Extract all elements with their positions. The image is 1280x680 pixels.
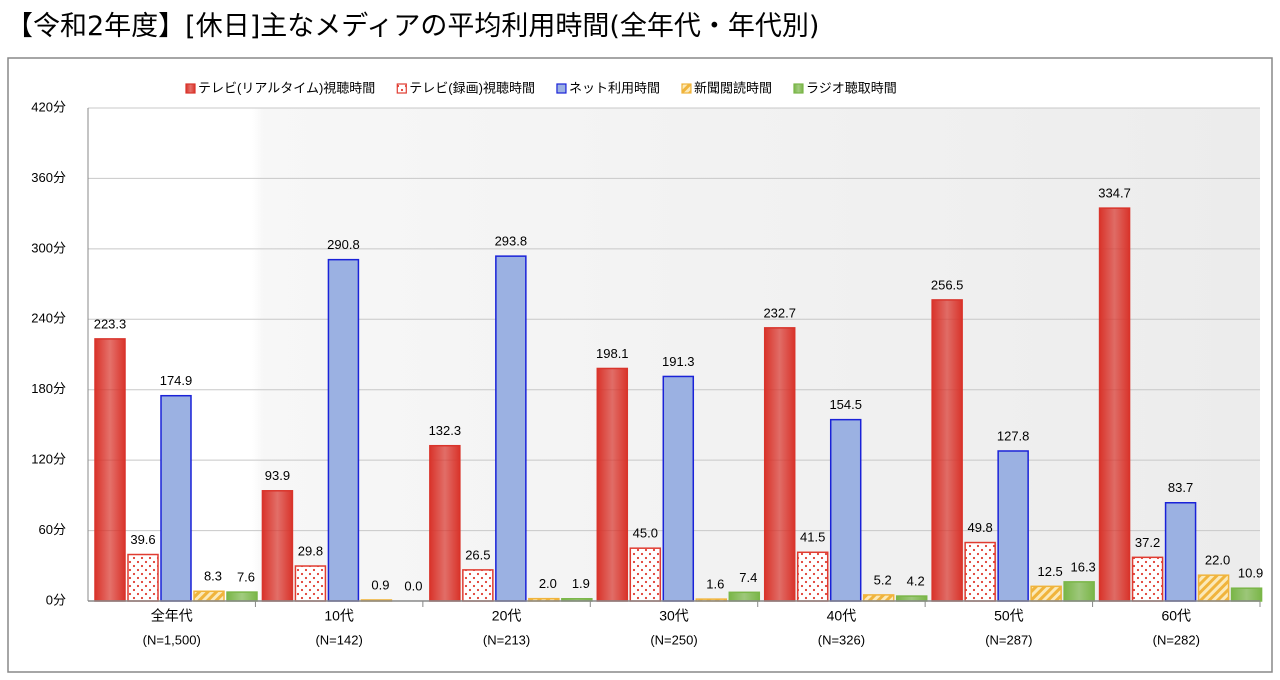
value-label: 93.9 (265, 468, 290, 483)
legend-swatch (556, 83, 567, 94)
value-label: 334.7 (1098, 186, 1131, 201)
y-tick-label: 180分 (31, 381, 66, 396)
value-label: 7.4 (739, 570, 757, 585)
bar (1230, 587, 1263, 602)
bar (728, 591, 761, 602)
bar (1030, 585, 1062, 602)
value-label: 37.2 (1135, 535, 1160, 550)
bar (226, 591, 258, 602)
value-label: 16.3 (1070, 559, 1095, 574)
value-label: 154.5 (829, 397, 862, 412)
value-label: 10.9 (1238, 566, 1263, 581)
x-tick-label: 10代 (324, 608, 354, 624)
value-label: 132.3 (429, 423, 462, 438)
bar (261, 490, 294, 602)
legend-label: テレビ(録画)視聴時間 (409, 80, 535, 95)
legend-swatch (793, 83, 804, 94)
bar (160, 394, 192, 602)
value-label: 83.7 (1168, 480, 1193, 495)
y-tick-label: 60分 (39, 522, 66, 537)
x-tick-label: 20代 (492, 608, 522, 624)
value-label: 7.6 (237, 570, 255, 585)
value-label: 12.5 (1037, 564, 1062, 579)
legend-label: 新聞閲読時間 (694, 80, 772, 95)
bar (1164, 502, 1197, 602)
y-tick-label: 420分 (31, 99, 66, 114)
value-label: 1.6 (706, 577, 724, 592)
bar (964, 541, 996, 602)
value-label: 29.8 (298, 543, 323, 558)
chart-title: 【令和2年度】[休日]主なメディアの平均利用時間(全年代・年代別) (6, 11, 820, 42)
legend-swatch (185, 83, 196, 94)
value-label: 2.0 (539, 576, 557, 591)
value-label: 174.9 (160, 373, 193, 388)
value-label: 5.2 (874, 572, 892, 587)
bar (763, 327, 796, 602)
bar (997, 450, 1029, 602)
value-label: 8.3 (204, 569, 222, 584)
legend-label: ネット利用時間 (569, 80, 660, 95)
x-tick-label: 全年代 (151, 608, 193, 624)
bar (662, 375, 695, 602)
y-tick-label: 360分 (31, 170, 66, 185)
x-tick-note: (N=326) (818, 632, 865, 647)
legend-swatch (396, 83, 407, 94)
value-label: 49.8 (967, 520, 992, 535)
bar (796, 551, 829, 602)
y-tick-label: 0分 (46, 592, 66, 607)
bar (596, 367, 629, 602)
value-label: 232.7 (763, 305, 796, 320)
x-tick-note: (N=142) (315, 632, 362, 647)
value-label: 39.6 (130, 532, 155, 547)
value-label: 223.3 (94, 316, 127, 331)
bar (931, 299, 963, 602)
bar (629, 547, 662, 602)
value-label: 198.1 (596, 346, 629, 361)
x-tick-label: 50代 (994, 608, 1024, 624)
value-label: 1.9 (572, 576, 590, 591)
value-label: 41.5 (800, 530, 825, 545)
value-label: 45.0 (633, 526, 658, 541)
y-tick-label: 240分 (31, 311, 66, 326)
bar (1131, 556, 1164, 602)
bar (1098, 207, 1131, 602)
value-label: 22.0 (1205, 553, 1230, 568)
bar (462, 569, 494, 602)
legend-label: ラジオ聴取時間 (806, 80, 897, 95)
bar (495, 255, 527, 602)
bar (1063, 581, 1095, 602)
bar (829, 418, 862, 602)
value-label: 256.5 (931, 277, 964, 292)
value-label: 127.8 (997, 428, 1030, 443)
value-label: 290.8 (327, 237, 360, 252)
value-label: 0.0 (404, 578, 422, 593)
bar (193, 590, 225, 602)
x-tick-label: 30代 (659, 608, 689, 624)
x-tick-label: 60代 (1161, 608, 1191, 624)
legend-swatch (681, 83, 692, 94)
value-label: 293.8 (495, 234, 528, 249)
x-tick-note: (N=1,500) (143, 632, 201, 647)
bar (862, 594, 895, 602)
bar (429, 444, 461, 602)
value-label: 4.2 (907, 574, 925, 589)
value-label: 191.3 (662, 354, 695, 369)
bar (94, 338, 126, 602)
y-tick-label: 120分 (31, 452, 66, 467)
bar (327, 258, 360, 602)
x-tick-note: (N=287) (985, 632, 1032, 647)
legend-label: テレビ(リアルタイム)視聴時間 (198, 80, 375, 95)
x-tick-note: (N=282) (1153, 632, 1200, 647)
value-label: 26.5 (465, 547, 490, 562)
bar (1197, 574, 1230, 602)
value-label: 0.9 (371, 577, 389, 592)
bar (294, 565, 327, 602)
x-tick-note: (N=250) (650, 632, 697, 647)
x-tick-note: (N=213) (483, 632, 530, 647)
bar (127, 553, 159, 602)
x-tick-label: 40代 (827, 608, 857, 624)
y-tick-label: 300分 (31, 240, 66, 255)
